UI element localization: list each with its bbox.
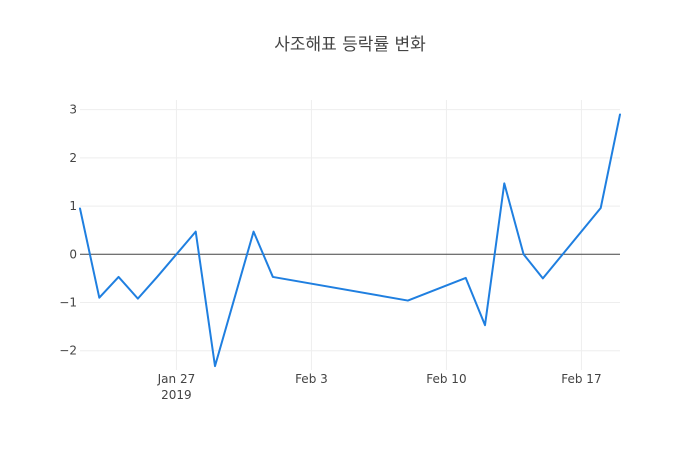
x-tick-label: Feb 17: [561, 372, 601, 386]
y-tick-label: 1: [69, 199, 77, 213]
x-tick-label: Feb 10: [426, 372, 466, 386]
chart-title: 사조해표 등락률 변화: [274, 35, 426, 55]
y-tick-label: −2: [59, 344, 77, 358]
x-tick-sublabel: 2019: [161, 388, 192, 402]
series-layer: [79, 113, 621, 368]
axes: 3 2 1 0 −1 −2 Jan 27 2019 Feb 3 Feb 10 Feb 17: [59, 103, 620, 402]
y-tick-label: 2: [69, 151, 77, 165]
grid: [80, 100, 620, 370]
y-tick-label: −1: [59, 296, 77, 310]
x-tick-label: Jan 27: [157, 372, 196, 386]
series-line: [79, 113, 621, 368]
x-tick-label: Feb 3: [295, 372, 328, 386]
y-tick-label: 0: [69, 247, 77, 261]
y-tick-label: 3: [69, 103, 77, 117]
